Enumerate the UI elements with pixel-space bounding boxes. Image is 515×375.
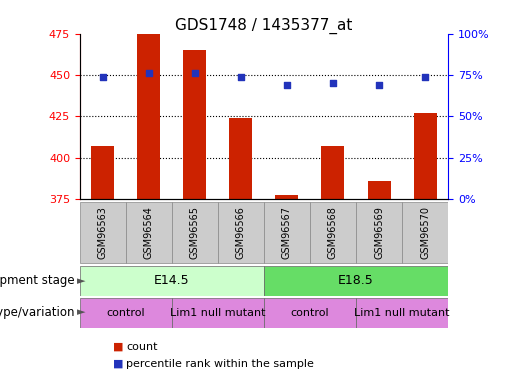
Bar [402, 202, 448, 263]
Text: ■: ■ [113, 359, 124, 369]
Text: GSM96566: GSM96566 [236, 206, 246, 259]
Text: count: count [126, 342, 158, 352]
Bar [91, 146, 114, 199]
Bar [264, 266, 448, 296]
Bar [183, 50, 207, 199]
Point [421, 74, 429, 80]
Point [375, 82, 383, 88]
Point [329, 80, 337, 86]
Text: percentile rank within the sample: percentile rank within the sample [126, 359, 314, 369]
Point [191, 70, 199, 76]
Bar [172, 298, 264, 327]
Bar [218, 202, 264, 263]
Title: GDS1748 / 1435377_at: GDS1748 / 1435377_at [175, 18, 353, 34]
Text: GSM96569: GSM96569 [374, 206, 384, 259]
Text: GSM96565: GSM96565 [190, 206, 200, 259]
Text: GSM96563: GSM96563 [98, 206, 108, 259]
Text: ■: ■ [113, 342, 124, 352]
Text: ►: ► [77, 276, 86, 286]
Bar [368, 181, 390, 199]
Text: Lim1 null mutant: Lim1 null mutant [170, 308, 266, 318]
Text: ►: ► [77, 308, 86, 318]
Text: E14.5: E14.5 [154, 274, 190, 287]
Text: Lim1 null mutant: Lim1 null mutant [354, 308, 450, 318]
Point [145, 70, 153, 76]
Text: control: control [290, 308, 329, 318]
Point [237, 74, 245, 80]
Bar [276, 195, 299, 199]
Bar [172, 202, 218, 263]
Text: E18.5: E18.5 [338, 274, 374, 287]
Text: GSM96564: GSM96564 [144, 206, 154, 259]
Bar [80, 266, 264, 296]
Text: development stage: development stage [0, 274, 75, 287]
Bar [264, 202, 310, 263]
Point [99, 74, 107, 80]
Bar [264, 298, 356, 327]
Bar [356, 298, 448, 327]
Point [283, 82, 291, 88]
Text: GSM96567: GSM96567 [282, 206, 292, 259]
Bar [80, 202, 126, 263]
Bar [229, 118, 252, 199]
Bar [356, 202, 402, 263]
Bar [138, 32, 160, 199]
Bar [126, 202, 171, 263]
Bar [321, 146, 345, 199]
Text: GSM96570: GSM96570 [420, 206, 430, 259]
Bar [80, 298, 172, 327]
Text: control: control [107, 308, 145, 318]
Text: genotype/variation: genotype/variation [0, 306, 75, 319]
Bar [414, 113, 437, 199]
Bar [310, 202, 356, 263]
Text: GSM96568: GSM96568 [328, 206, 338, 259]
